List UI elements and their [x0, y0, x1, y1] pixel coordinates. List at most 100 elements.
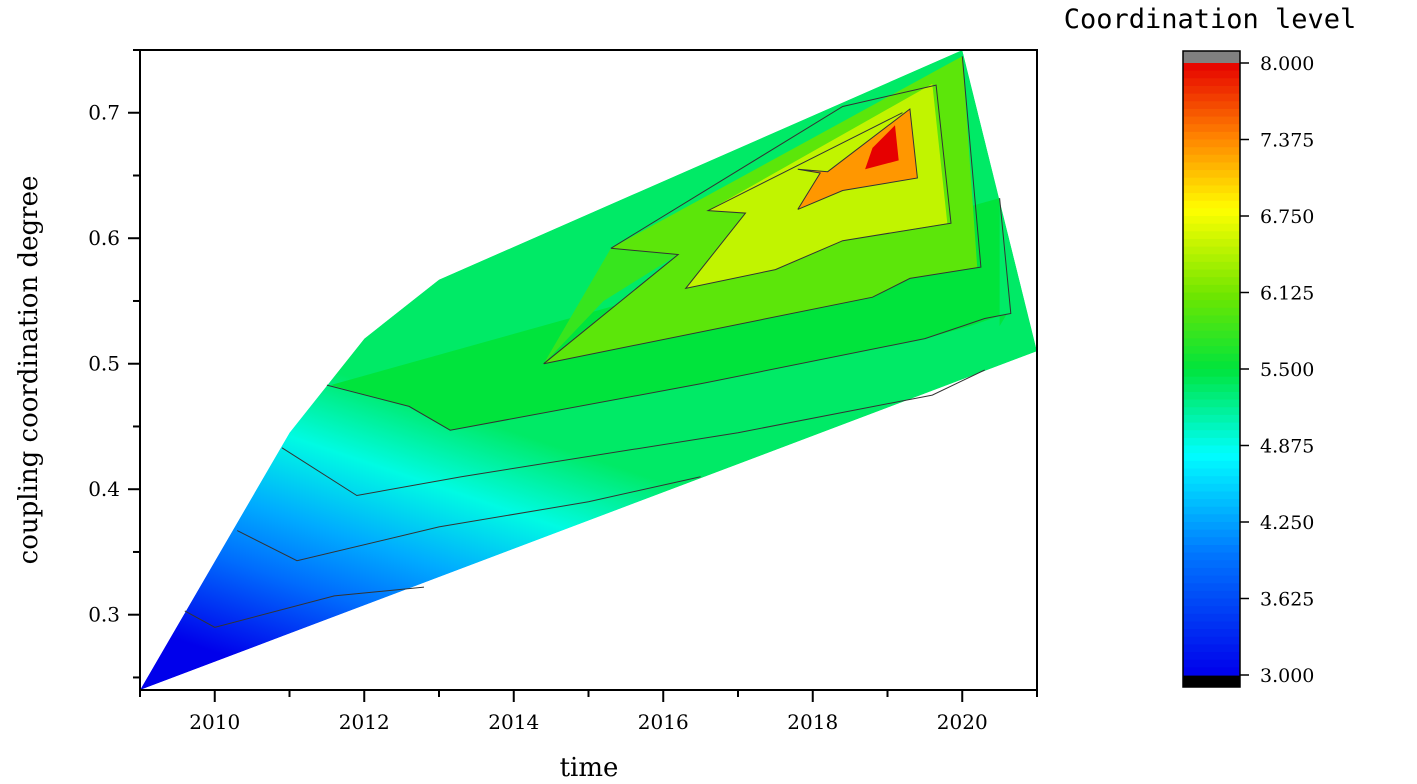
colorbar-segment [1183, 292, 1240, 301]
x-tick-label: 2012 [339, 710, 390, 734]
colorbar-segment [1183, 208, 1240, 217]
colorbar-segment [1183, 93, 1240, 102]
colorbar-segment [1183, 514, 1240, 523]
colorbar-segment [1183, 116, 1240, 125]
colorbar-segment [1183, 391, 1240, 401]
colorbar-tick-label: 6.125 [1260, 283, 1314, 305]
colorbar-segment [1183, 78, 1240, 87]
colorbar-segment [1183, 284, 1240, 294]
x-axis: 2010 2012 2014 2016 2018 2020 [139, 690, 1038, 734]
colorbar-segment [1183, 606, 1240, 615]
contour-line-5 [543, 247, 680, 365]
colorbar-segment [1183, 590, 1240, 600]
y-tick-label: 0.3 [88, 603, 120, 627]
colorbar: 8.000 7.375 6.750 6.125 5.500 4.875 4.250 3.625… [1182, 50, 1314, 688]
colorbar-segment [1183, 63, 1240, 72]
x-tick-label: 2010 [189, 710, 240, 734]
colorbar-over-cap [1183, 51, 1240, 63]
contour-line-2 [281, 369, 985, 497]
colorbar-segment [1183, 246, 1240, 255]
colorbar-segment [1183, 552, 1240, 561]
colorbar-under-cap [1183, 675, 1240, 687]
colorbar-segment [1183, 346, 1240, 355]
colorbar-segment [1183, 307, 1240, 317]
colorbar-tick-label: 8.000 [1260, 53, 1314, 75]
contour-line-4 [543, 56, 982, 365]
colorbar-segment [1183, 476, 1240, 485]
colorbar-segment [1183, 238, 1240, 248]
colorbar-segment [1183, 330, 1240, 339]
colorbar-segment [1183, 430, 1240, 439]
colorbar-segment [1183, 598, 1240, 607]
colorbar-segment [1183, 621, 1240, 630]
colorbar-segment [1183, 529, 1240, 538]
colorbar-segment [1183, 200, 1240, 209]
colorbar-segment [1183, 353, 1240, 362]
colorbar-segment [1183, 422, 1240, 431]
colorbar-segment [1183, 369, 1240, 378]
colorbar-segment [1183, 231, 1240, 240]
y-axis-title: coupling coordination degree [14, 176, 44, 565]
colorbar-segment [1183, 667, 1240, 676]
colorbar-segment [1183, 453, 1240, 462]
colorbar-segment [1183, 384, 1240, 393]
colorbar-segment [1183, 269, 1240, 278]
colorbar-tick-label: 5.500 [1260, 359, 1314, 381]
y-tick-label: 0.5 [88, 352, 120, 376]
contour-line-7 [797, 108, 918, 210]
colorbar-segment [1183, 70, 1240, 79]
colorbar-segment [1183, 162, 1240, 171]
contour-line-layer [184, 56, 1012, 628]
y-tick-label: 0.7 [88, 101, 120, 125]
colorbar-segment [1183, 407, 1240, 416]
y-tick-label: 0.4 [88, 477, 120, 501]
x-tick-label: 2016 [638, 710, 689, 734]
colorbar-segment [1183, 491, 1240, 500]
colorbar-tick-label: 4.250 [1260, 512, 1314, 534]
contour-line-0 [184, 586, 425, 628]
colorbar-segment [1183, 629, 1240, 638]
colorbar-tick-label: 7.375 [1260, 130, 1314, 152]
x-tick-label: 2018 [787, 710, 838, 734]
colorbar-segment [1183, 544, 1240, 554]
colorbar-segment [1183, 560, 1240, 569]
colorbar-segment [1183, 315, 1240, 324]
colorbar-segment [1183, 652, 1240, 661]
colorbar-segment [1183, 636, 1240, 645]
colorbar-segment [1183, 261, 1240, 271]
colorbar-segment [1183, 437, 1240, 447]
colorbar-segment [1183, 254, 1240, 263]
colorbar-segment [1183, 567, 1240, 577]
colorbar-segment [1183, 445, 1240, 454]
colorbar-segment [1183, 85, 1240, 95]
y-tick-label: 0.6 [88, 226, 120, 250]
colorbar-tick-label: 3.625 [1260, 589, 1314, 611]
colorbar-segment [1183, 177, 1240, 186]
colorbar-segment [1183, 108, 1240, 118]
colorbar-tick-label: 3.000 [1260, 665, 1314, 687]
x-tick-label: 2020 [937, 710, 988, 734]
colorbar-segment [1183, 537, 1240, 546]
y-axis: 0.3 0.4 0.5 0.6 0.7 [88, 49, 140, 679]
colorbar-segment [1183, 468, 1240, 477]
colorbar-segment [1183, 154, 1240, 164]
contour-line-6 [610, 84, 952, 290]
colorbar-segment [1183, 185, 1240, 194]
colorbar-segment [1183, 361, 1240, 370]
contour-band-2 [543, 248, 679, 364]
colorbar-segment [1183, 483, 1240, 492]
colorbar-segment [1183, 575, 1240, 584]
colorbar-segment [1183, 147, 1240, 156]
colorbar-segment [1183, 223, 1240, 232]
contour-band-6 [865, 125, 899, 170]
colorbar-segment [1183, 460, 1240, 470]
colorbar-segment [1183, 659, 1240, 668]
colorbar-segment [1183, 506, 1240, 515]
colorbar-segment [1183, 414, 1240, 424]
colorbar-title: Coordination level [1064, 4, 1357, 35]
colorbar-segment [1183, 139, 1240, 148]
colorbar-tick-label: 6.750 [1260, 206, 1314, 228]
colorbar-segment [1183, 323, 1240, 332]
colorbar-segment [1183, 499, 1240, 508]
